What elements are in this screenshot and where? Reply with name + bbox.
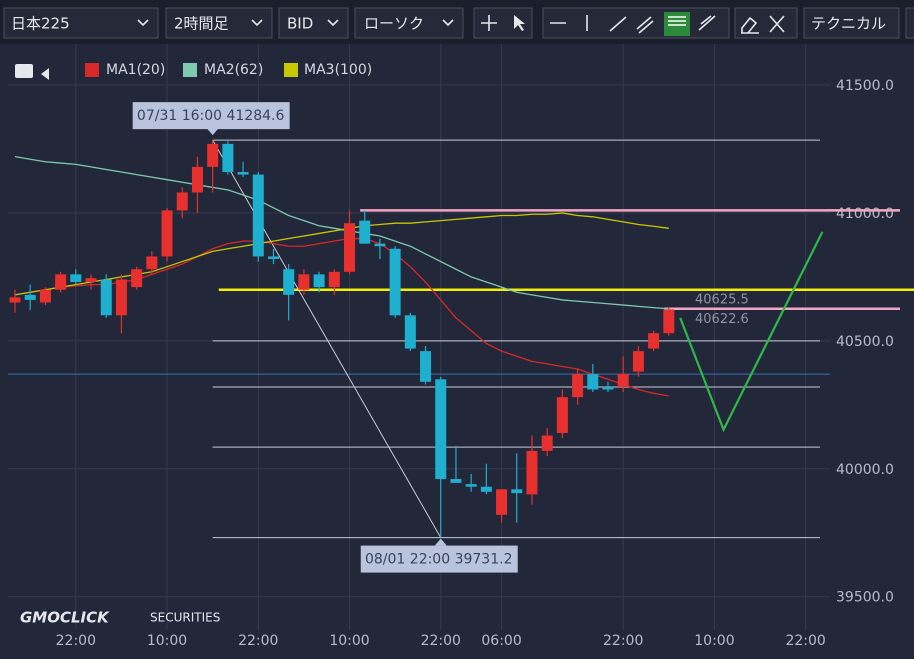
candle-body (648, 333, 660, 349)
annotation-pointer (206, 128, 219, 136)
candle-body (131, 269, 143, 288)
legend: MA1(20) MA2(62) MA3(100) (15, 62, 372, 80)
candle-body (480, 486, 492, 492)
candle-body (450, 479, 462, 483)
candle-body (420, 351, 432, 382)
price-axis (830, 44, 914, 659)
chart-style: ローソク (364, 15, 424, 33)
draw-tools[interactable] (542, 7, 730, 39)
plot: 39500.0 40000.0 40500.0 41000.0 41500.0 22:00… (8, 44, 914, 649)
candle-body (161, 210, 173, 257)
candle-body (146, 256, 158, 270)
legend-label: MA2(62) (204, 62, 263, 78)
legend-swatch (183, 63, 197, 77)
candle-body (85, 278, 97, 283)
x-tick-label: 06:00 (481, 633, 521, 649)
legend-label: MA1(20) (106, 62, 165, 78)
more-button[interactable] (905, 7, 914, 39)
candle-body (435, 379, 447, 480)
candle-body (663, 309, 675, 334)
side: BID (287, 15, 313, 33)
toolbar-buttons (3, 7, 914, 39)
candle-body (207, 143, 219, 167)
timeframe: 2時間足 (174, 15, 229, 33)
candle-body (313, 274, 325, 288)
annotation-box (360, 545, 518, 573)
y-tick-label: 41000.0 (836, 206, 894, 222)
candle-body (267, 256, 279, 260)
logo-brand: GMOCLICK (20, 609, 110, 627)
candle-body (176, 192, 188, 211)
candle-body (602, 386, 614, 390)
candle-body (526, 450, 538, 495)
candle-body (465, 484, 477, 487)
side-select[interactable] (278, 7, 349, 39)
x-tick-label: 22:00 (56, 633, 96, 649)
candle-body (283, 269, 295, 295)
candle-body (572, 374, 584, 398)
candle-body (55, 274, 67, 290)
legend-toggle[interactable] (41, 68, 49, 80)
candle-body (541, 435, 553, 451)
candle-body (556, 397, 568, 433)
candle-body (511, 489, 523, 494)
logo-suffix: SECURITIES (150, 611, 220, 625)
y-tick-label: 41500.0 (836, 78, 894, 94)
y-tick-label: 40000.0 (836, 462, 894, 478)
x-tick-label: 22:00 (603, 633, 643, 649)
candle-body (404, 315, 416, 349)
legend-swatch (284, 63, 298, 77)
candle-body (328, 271, 340, 288)
candle-body (632, 351, 644, 372)
price-tag: 40622.6 (695, 312, 749, 327)
legend-swatch (85, 63, 99, 77)
symbol-select[interactable] (3, 7, 159, 39)
price-tag: 40625.5 (695, 292, 749, 307)
x-tick-label: 10:00 (147, 633, 187, 649)
candle-body (237, 172, 249, 175)
projection-line (679, 231, 824, 433)
candle-body (115, 279, 127, 316)
annotation-label: 08/01 22:00 39731.2 (365, 552, 513, 568)
toolbar-icons (137, 12, 785, 36)
candle-body (389, 248, 401, 316)
x-tick-label: 22:00 (238, 633, 278, 649)
candle-body (374, 243, 386, 247)
x-tick-label: 10:00 (329, 633, 369, 649)
technical: テクニカル (811, 15, 886, 33)
x-tick-label: 22:00 (421, 633, 461, 649)
candle-body (9, 297, 21, 303)
candle-body (191, 166, 203, 193)
legend-label: MA3(100) (304, 62, 372, 78)
candle-body (24, 294, 36, 300)
technical-button[interactable] (803, 7, 900, 39)
candle-body (617, 374, 629, 387)
annotation-box (132, 102, 290, 130)
candle-body (222, 143, 234, 173)
legend-icon (15, 64, 33, 78)
candle-body (39, 289, 51, 303)
candle-body (344, 223, 356, 272)
ma-line (14, 212, 669, 296)
x-tick-label: 10:00 (694, 633, 734, 649)
trend-line (212, 139, 442, 538)
candle-body (100, 279, 112, 316)
candle-body (359, 220, 371, 244)
candle-body (587, 374, 599, 390)
candle-body (70, 274, 82, 283)
y-tick-label: 39500.0 (836, 590, 894, 606)
candle-body (252, 174, 264, 257)
candle-body (496, 489, 508, 515)
candle-body (298, 274, 310, 290)
x-tick-label: 22:00 (785, 633, 825, 649)
y-tick-label: 40500.0 (836, 334, 894, 350)
symbol: 日本225 (11, 15, 70, 33)
annotation-pointer (434, 538, 447, 546)
annotation-label: 07/31 16:00 41284.6 (137, 108, 285, 124)
